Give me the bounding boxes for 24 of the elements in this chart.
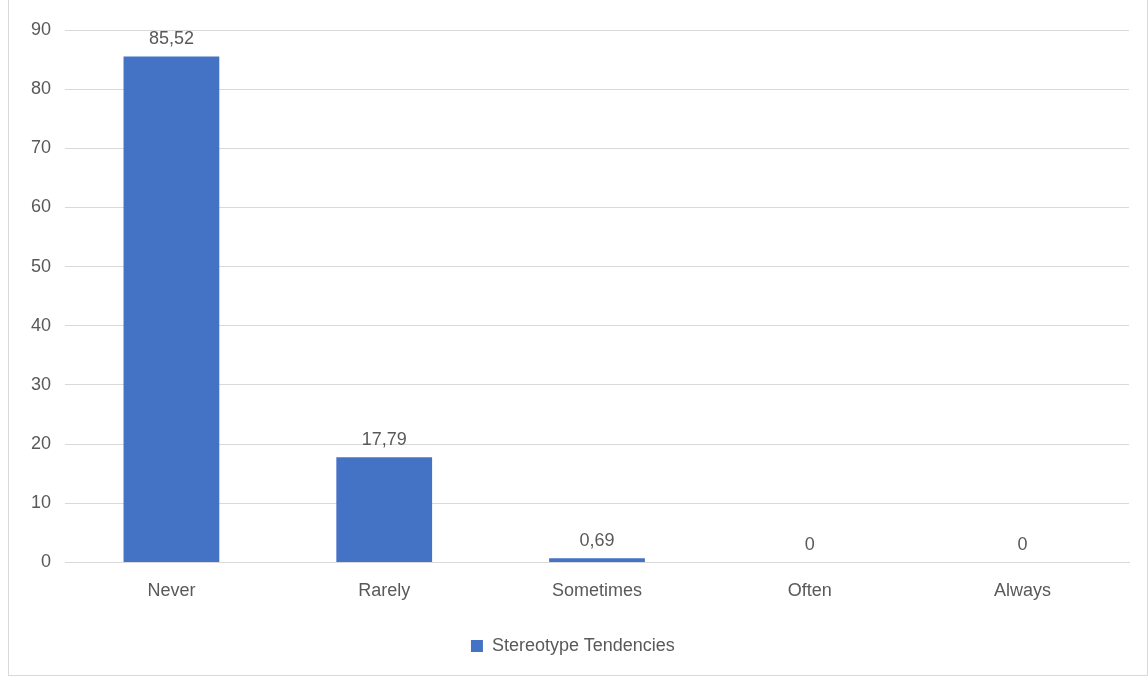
- bar: [123, 56, 220, 562]
- y-tick-label: 40: [30, 314, 52, 335]
- y-tick-label: 20: [30, 433, 52, 454]
- y-tick-label: 30: [30, 373, 52, 394]
- data-label: 0: [804, 534, 815, 555]
- y-tick-label: 50: [30, 255, 52, 276]
- bar: [549, 558, 645, 562]
- y-tick-label: 90: [30, 18, 52, 39]
- x-tick-label: Always: [994, 580, 1052, 601]
- data-label: 17,79: [361, 429, 407, 450]
- y-tick-label: 0: [41, 551, 52, 572]
- x-tick-label: Sometimes: [552, 580, 643, 601]
- y-tick-label: 70: [30, 137, 52, 158]
- x-tick-label: Rarely: [358, 580, 411, 601]
- x-tick-label: Often: [787, 580, 832, 601]
- data-label: 0,69: [579, 530, 615, 551]
- data-label: 0: [1017, 534, 1028, 555]
- legend-label: Stereotype Tendencies: [491, 634, 675, 655]
- data-label: 85,52: [148, 28, 194, 49]
- bar: [336, 457, 433, 562]
- y-tick-label: 60: [30, 196, 52, 217]
- y-tick-label: 80: [30, 78, 52, 99]
- x-tick-label: Never: [147, 580, 196, 601]
- y-tick-label: 10: [30, 492, 52, 513]
